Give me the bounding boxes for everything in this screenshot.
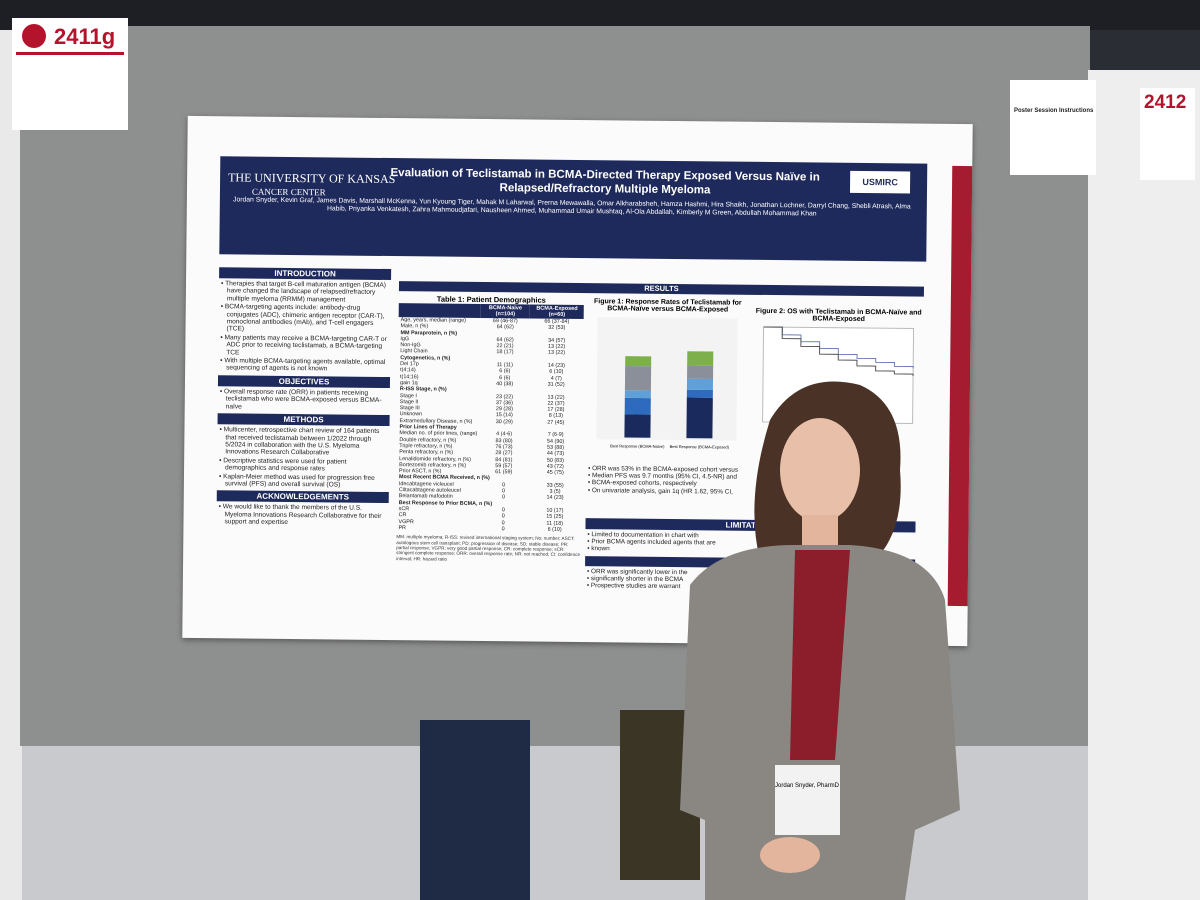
bar-segment bbox=[686, 389, 713, 398]
person-background bbox=[420, 720, 530, 900]
figure-1-chart: Best Response (BCMA-Naïve) Best Response … bbox=[596, 317, 738, 450]
bar-segment bbox=[686, 397, 713, 439]
survival-curve bbox=[763, 326, 914, 377]
board-number: 2412 bbox=[1144, 92, 1187, 113]
board-number: 2411g bbox=[54, 24, 116, 49]
bar-segment bbox=[624, 390, 651, 399]
bar-segment bbox=[625, 356, 652, 367]
bar-segment bbox=[687, 365, 714, 380]
instructions-sign: Poster Session Instructions bbox=[1010, 80, 1096, 175]
name-badge bbox=[775, 765, 840, 835]
right-panel bbox=[1088, 70, 1200, 900]
face bbox=[780, 418, 860, 522]
sign-right: 2412 bbox=[1140, 88, 1195, 180]
society-logo bbox=[22, 24, 46, 48]
hands bbox=[760, 837, 820, 873]
instructions-title: Poster Session Instructions bbox=[1014, 108, 1094, 114]
sign-left: 2411g bbox=[12, 18, 128, 130]
badge-name: Jordan Snyder, PharmD bbox=[775, 783, 840, 789]
category-label: Best Response (BCMA-Naïve) bbox=[610, 443, 665, 449]
floor bbox=[0, 740, 1200, 900]
sign-rule bbox=[16, 52, 124, 55]
left-panel bbox=[0, 30, 22, 900]
bar-segment bbox=[624, 397, 651, 415]
figure-1: Figure 1: Response Rates of Teclistamab … bbox=[586, 298, 748, 459]
category-label: Best Response (BCMA-Exposed) bbox=[670, 444, 730, 450]
bar-segment bbox=[624, 414, 651, 438]
ceiling bbox=[0, 0, 1200, 30]
bar-segment bbox=[686, 378, 714, 391]
bar-segment bbox=[687, 351, 714, 366]
bar-segment bbox=[624, 365, 652, 391]
blouse bbox=[790, 550, 850, 760]
